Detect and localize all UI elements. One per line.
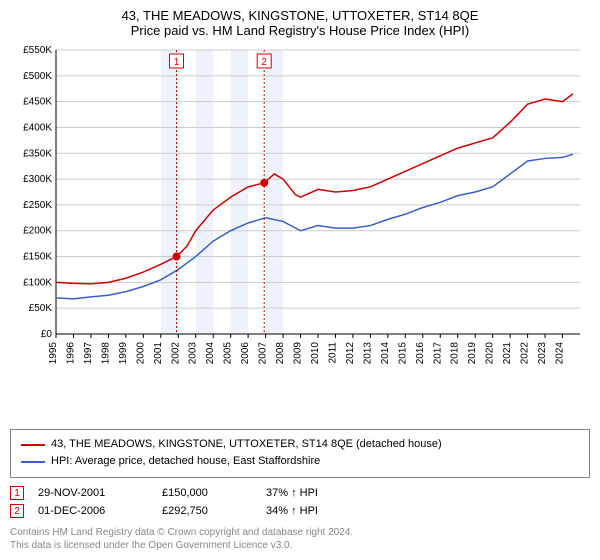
- footer-line-2: This data is licensed under the Open Gov…: [10, 539, 590, 552]
- chart-svg: £0 £50K £100K £150K £200K £250K £300K £350K £400…: [10, 44, 590, 374]
- legend-item: 43, THE MEADOWS, KINGSTONE, UTTOXETER, S…: [21, 436, 579, 454]
- x-tick-label: 2014: [380, 342, 391, 365]
- footer-attribution: Contains HM Land Registry data © Crown c…: [10, 526, 590, 552]
- x-tick-label: 2001: [153, 342, 164, 365]
- sale-date: 29-NOV-2001: [38, 487, 148, 499]
- y-tick-label: £0: [41, 329, 53, 340]
- sale-price: £292,750: [162, 505, 252, 517]
- sale-delta: 34% ↑ HPI: [266, 505, 356, 517]
- series-property: [56, 94, 573, 284]
- y-tick-label: £250K: [23, 200, 52, 211]
- y-tick-label: £50K: [29, 303, 53, 314]
- y-tick-label: £300K: [23, 174, 52, 185]
- x-tick-label: 1998: [100, 342, 111, 365]
- x-tick-label: 1997: [83, 342, 94, 365]
- x-tick-label: 2006: [240, 342, 251, 365]
- y-tick-label: £450K: [23, 97, 52, 108]
- y-tick-label: £100K: [23, 277, 52, 288]
- y-tick-label: £500K: [23, 71, 52, 82]
- x-tick-label: 1996: [65, 342, 76, 365]
- x-tick-label: 1999: [118, 342, 129, 365]
- sale-row: 1 29-NOV-2001 £150,000 37% ↑ HPI: [10, 484, 590, 502]
- x-tick-label: 2023: [537, 342, 548, 365]
- sale-marker-dot: [173, 253, 181, 261]
- x-tick-label: 2019: [467, 342, 478, 365]
- x-tick-label: 2021: [502, 342, 513, 365]
- sale-date: 01-DEC-2006: [38, 505, 148, 517]
- legend: 43, THE MEADOWS, KINGSTONE, UTTOXETER, S…: [10, 429, 590, 478]
- x-tick-label: 2022: [520, 342, 531, 365]
- x-tick-label: 2000: [135, 342, 146, 365]
- sale-marker-badge: 1: [10, 486, 24, 500]
- legend-swatch: [21, 444, 45, 446]
- legend-item: HPI: Average price, detached house, East…: [21, 453, 579, 471]
- chart-subtitle: Price paid vs. HM Land Registry's House …: [10, 23, 590, 38]
- series-hpi: [56, 154, 573, 299]
- x-tick-label: 2016: [415, 342, 426, 365]
- x-tick-label: 2009: [293, 342, 304, 365]
- x-tick-label: 2002: [170, 342, 181, 365]
- sale-marker-badge: 2: [10, 504, 24, 518]
- footer-line-1: Contains HM Land Registry data © Crown c…: [10, 526, 590, 539]
- x-tick-label: 1995: [48, 342, 59, 365]
- x-tick-label: 2010: [310, 342, 321, 365]
- year-band: [161, 50, 178, 334]
- x-tick-label: 2012: [345, 342, 356, 365]
- x-tick-label: 2007: [258, 342, 269, 365]
- y-tick-label: £200K: [23, 226, 52, 237]
- sales-table: 1 29-NOV-2001 £150,000 37% ↑ HPI 2 01-DEC-200…: [10, 484, 590, 520]
- sale-marker-number: 1: [174, 57, 180, 68]
- sale-marker-dot: [260, 179, 268, 187]
- chart-title: 43, THE MEADOWS, KINGSTONE, UTTOXETER, S…: [10, 8, 590, 23]
- x-tick-label: 2013: [362, 342, 373, 365]
- sale-delta: 37% ↑ HPI: [266, 487, 356, 499]
- y-tick-label: £150K: [23, 252, 52, 263]
- x-tick-label: 2004: [205, 342, 216, 365]
- x-tick-label: 2024: [555, 342, 566, 365]
- x-tick-label: 2018: [450, 342, 461, 365]
- legend-swatch: [21, 461, 45, 463]
- x-tick-label: 2020: [485, 342, 496, 365]
- x-tick-label: 2017: [432, 342, 443, 365]
- y-tick-label: £400K: [23, 122, 52, 133]
- y-tick-label: £550K: [23, 45, 52, 56]
- x-tick-label: 2015: [397, 342, 408, 365]
- legend-label: 43, THE MEADOWS, KINGSTONE, UTTOXETER, S…: [51, 436, 442, 454]
- chart-plot: £0 £50K £100K £150K £200K £250K £300K £350K £400…: [10, 44, 590, 423]
- legend-label: HPI: Average price, detached house, East…: [51, 453, 320, 471]
- sale-price: £150,000: [162, 487, 252, 499]
- x-tick-label: 2011: [327, 342, 338, 364]
- x-tick-label: 2003: [188, 342, 199, 365]
- year-band: [196, 50, 213, 334]
- year-band: [266, 50, 283, 334]
- sale-row: 2 01-DEC-2006 £292,750 34% ↑ HPI: [10, 502, 590, 520]
- sale-marker-number: 2: [261, 57, 267, 68]
- chart-container: 43, THE MEADOWS, KINGSTONE, UTTOXETER, S…: [0, 0, 600, 560]
- y-tick-label: £350K: [23, 148, 52, 159]
- x-tick-label: 2005: [223, 342, 234, 365]
- x-tick-label: 2008: [275, 342, 286, 365]
